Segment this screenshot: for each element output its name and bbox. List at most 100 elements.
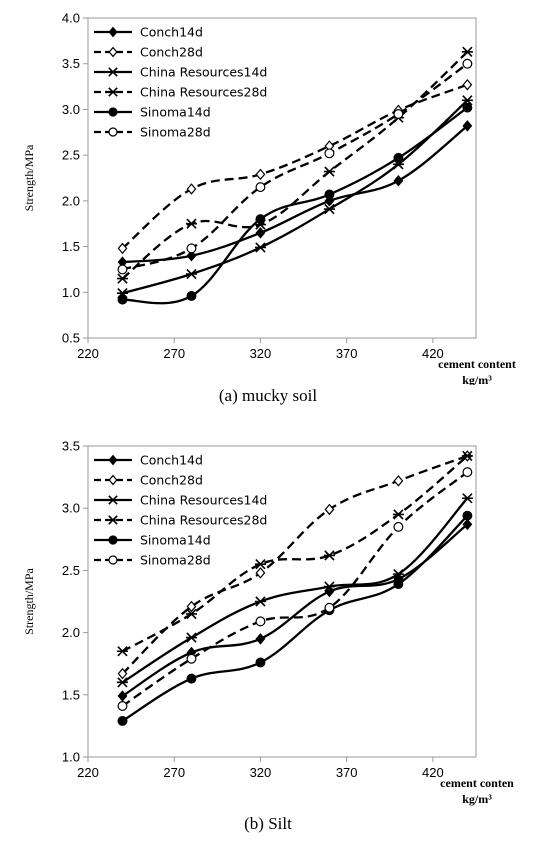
y-tick-label: 4.0	[62, 11, 80, 26]
y-tick-label: 0.5	[62, 331, 80, 346]
data-point	[323, 166, 335, 177]
legend-label: China Resources14d	[140, 493, 267, 508]
data-point	[108, 474, 118, 486]
series-sinoma14d	[117, 102, 473, 305]
legend-label: Sinoma28d	[140, 125, 211, 140]
data-point	[393, 579, 404, 590]
data-point	[116, 677, 129, 688]
data-point	[323, 550, 335, 561]
y-tick-label: 2.5	[62, 563, 80, 578]
legend-label: China Resources28d	[140, 513, 267, 528]
data-point	[108, 535, 118, 545]
data-point	[117, 701, 128, 711]
data-point	[255, 616, 266, 627]
data-point	[186, 183, 197, 195]
legend-entry: Conch14d	[94, 453, 203, 468]
series-line	[121, 454, 468, 675]
data-point	[186, 653, 197, 664]
data-point	[255, 657, 266, 668]
data-point	[324, 189, 335, 200]
x-tick-label: 320	[250, 765, 272, 780]
series-conch14d	[117, 120, 473, 268]
x-tick-label: 370	[336, 765, 358, 780]
data-point	[462, 78, 473, 91]
legend-entry: China Resources14d	[94, 65, 267, 80]
y-tick-label: 1.5	[62, 687, 80, 702]
series-line	[122, 125, 469, 264]
data-point	[324, 195, 335, 207]
y-tick-label: 1.0	[62, 285, 80, 300]
y-tick-label: 2.0	[62, 193, 80, 208]
data-point	[117, 294, 128, 305]
data-point	[186, 673, 197, 684]
y-tick-label: 2.0	[62, 625, 80, 640]
chart-mucky-soil: 0.5 1.0 1.5 2.0 2.5 3.0 3.5 4.0 220 270 320 370 420 S…	[22, 11, 516, 386]
data-point	[117, 242, 128, 255]
y-tick-label: 3.0	[62, 102, 80, 117]
data-point	[324, 503, 335, 516]
chart-silt: 1.0 1.5 2.0 2.5 3.0 3.5 220 270 320 370 420 Strengt…	[22, 439, 514, 807]
data-point	[393, 174, 404, 187]
legend-label: Conch14d	[140, 25, 203, 40]
data-point	[185, 608, 197, 620]
x-tick-label: 270	[163, 346, 185, 361]
data-point	[462, 102, 473, 113]
series-china-resources14d	[116, 493, 473, 688]
y-tick-label: 2.5	[62, 148, 80, 163]
legend-entry: Sinoma14d	[94, 533, 211, 548]
legend-label: Sinoma14d	[140, 533, 211, 548]
series-line	[121, 83, 468, 250]
data-point	[186, 290, 197, 301]
data-point	[324, 602, 335, 613]
data-point	[116, 273, 129, 284]
plot-area	[87, 445, 477, 758]
data-point	[461, 95, 473, 106]
data-point	[108, 454, 118, 466]
data-point	[461, 46, 473, 57]
x-tick-label: 320	[250, 346, 272, 361]
data-point	[255, 182, 266, 193]
legend-label: Sinoma14d	[140, 105, 211, 120]
series-line	[121, 497, 469, 684]
x-axis-title: cement conten	[440, 776, 514, 790]
y-tick-label: 1.0	[62, 750, 80, 765]
data-point	[462, 510, 473, 521]
data-point	[186, 600, 197, 613]
data-point	[108, 26, 118, 38]
data-point	[392, 509, 404, 520]
legend-label: Sinoma28d	[140, 553, 211, 568]
data-point	[255, 567, 266, 579]
legend-entry: China Resources28d	[94, 513, 267, 528]
data-point	[393, 521, 404, 532]
data-point	[255, 168, 266, 181]
series-line	[122, 99, 469, 295]
data-point	[117, 667, 128, 680]
data-point	[462, 467, 473, 478]
data-point	[255, 227, 266, 239]
data-point	[462, 58, 473, 69]
legend-entry: Sinoma28d	[94, 125, 211, 140]
chart-panel-silt: 1.0 1.5 2.0 2.5 3.0 3.5 220 270 320 370 420 Strengt…	[0, 420, 536, 841]
legend-entry: China Resources28d	[94, 85, 267, 100]
legend-entry: Conch28d	[94, 45, 203, 60]
data-point	[108, 555, 118, 565]
y-tick-label: 1.5	[62, 239, 80, 254]
series-sinoma28d	[117, 58, 473, 275]
chart-caption: (a) mucky soil	[218, 386, 318, 405]
data-point	[254, 596, 266, 607]
x-tick-label: 420	[422, 346, 444, 361]
legend-label: China Resources28d	[140, 85, 267, 100]
data-point	[186, 243, 197, 254]
chart-panel-mucky-soil: 0.5 1.0 1.5 2.0 2.5 3.0 3.5 4.0 220 270 320 370 420 S…	[0, 0, 536, 420]
data-point	[462, 120, 473, 132]
data-point	[393, 109, 404, 119]
chart-caption: (b) Silt	[244, 814, 292, 833]
legend-entry: China Resources14d	[94, 493, 267, 508]
data-point	[323, 203, 335, 215]
series-line	[121, 455, 469, 653]
data-point	[117, 690, 128, 702]
series-line	[121, 471, 469, 707]
data-point	[323, 581, 335, 592]
series-sinoma28d	[117, 467, 473, 711]
data-point	[461, 493, 473, 504]
